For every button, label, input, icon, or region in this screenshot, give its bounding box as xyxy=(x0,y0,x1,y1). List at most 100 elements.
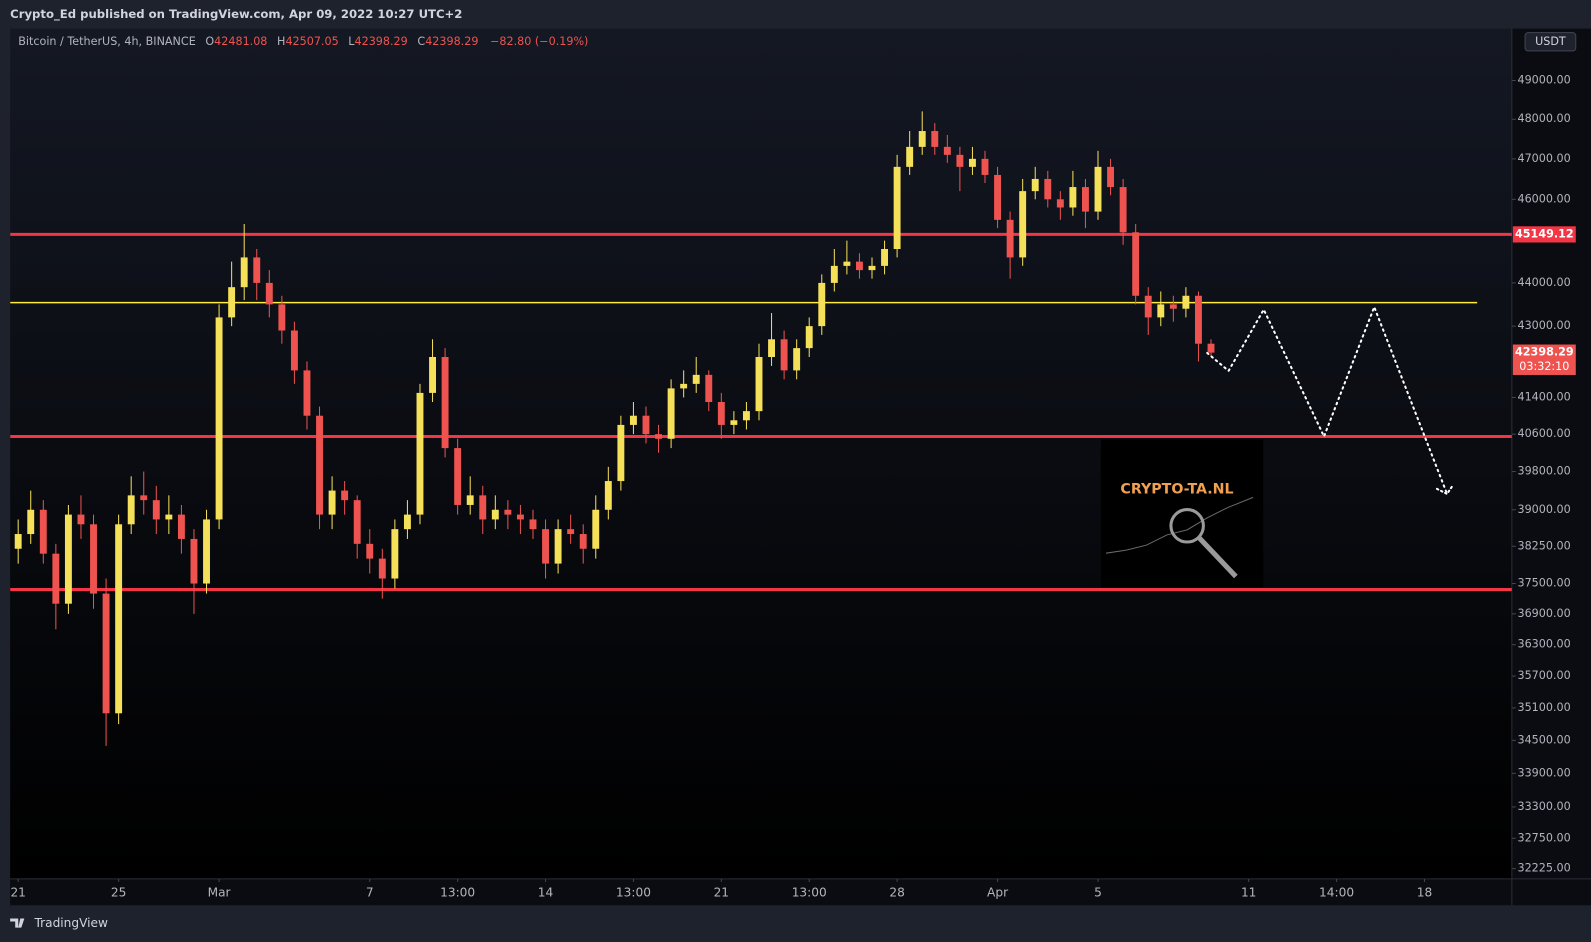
candle-body xyxy=(1019,191,1027,258)
x-tick-label: 14:00 xyxy=(1319,886,1354,900)
candle-body xyxy=(77,514,85,525)
candle-body xyxy=(1006,219,1014,258)
candle-body xyxy=(793,348,801,371)
candle-body xyxy=(1207,343,1215,353)
candle-body xyxy=(881,249,889,266)
candle-body xyxy=(943,146,951,155)
candle-body xyxy=(680,383,688,389)
x-tick-label: 5 xyxy=(1094,886,1102,900)
watermark-box xyxy=(1100,439,1264,589)
candle-body xyxy=(1119,187,1127,233)
candle-body xyxy=(127,495,135,525)
candle-body xyxy=(140,495,148,501)
y-tick-label: 33300.00 xyxy=(1517,800,1570,813)
x-tick-label: 28 xyxy=(889,886,904,900)
y-tick-label: 49000.00 xyxy=(1517,73,1570,86)
candle-body xyxy=(429,357,436,393)
candle-body xyxy=(416,392,424,515)
x-tick-label: 21 xyxy=(714,886,729,900)
y-tick-label: 33900.00 xyxy=(1517,766,1570,779)
candle-body xyxy=(366,543,374,559)
candle-body xyxy=(1182,295,1190,309)
candle-body xyxy=(1195,295,1202,344)
candle-body xyxy=(316,415,323,515)
candle-body xyxy=(1169,304,1177,309)
x-tick-label: Mar xyxy=(208,886,231,900)
candle-body xyxy=(567,529,575,535)
candle-body xyxy=(215,317,223,520)
x-tick-label: 13:00 xyxy=(792,886,827,900)
candle-body xyxy=(742,411,750,421)
y-tick-label: 37500.00 xyxy=(1517,577,1570,590)
candle-body xyxy=(278,304,286,331)
candle-body xyxy=(805,326,813,349)
candle-body xyxy=(90,524,97,594)
candle-body xyxy=(1132,232,1140,296)
candle-body xyxy=(190,538,198,584)
currency[interactable]: USDT xyxy=(1535,35,1566,48)
countdown: 03:32:10 xyxy=(1519,360,1569,373)
candle-body xyxy=(328,490,336,515)
candle-body xyxy=(240,257,248,288)
candle-body xyxy=(1157,304,1165,318)
candle-body xyxy=(705,374,713,402)
candle-body xyxy=(554,529,562,564)
candle-body xyxy=(378,558,386,579)
last-price-box xyxy=(1512,344,1576,375)
change: −82.80 (−0.19%) xyxy=(490,35,588,48)
y-tick-label: 34500.00 xyxy=(1517,733,1570,746)
candle-body xyxy=(64,514,72,604)
candle-body xyxy=(667,388,675,439)
candle-body xyxy=(830,265,838,283)
candle-body xyxy=(918,131,926,147)
y-tick-label: 32750.00 xyxy=(1517,831,1570,844)
x-tick-label: 25 xyxy=(111,886,126,900)
watermark-text: CRYPTO-TA.NL xyxy=(1120,481,1233,497)
candle-body xyxy=(692,374,700,384)
level-price-box xyxy=(1512,226,1576,243)
label: C xyxy=(417,35,425,48)
y-tick-label: 36300.00 xyxy=(1517,638,1570,651)
y-tick-label: 35100.00 xyxy=(1517,701,1570,714)
candle-body xyxy=(491,509,499,520)
y-tick-label: 38250.00 xyxy=(1517,539,1570,552)
y-tick-label: 47000.00 xyxy=(1517,152,1570,165)
value: 42481.08 xyxy=(214,35,267,48)
byline: Crypto_Ed published on TradingView.com, … xyxy=(10,7,462,22)
candle-body xyxy=(1081,187,1089,212)
candle-body xyxy=(818,282,826,327)
candle-body xyxy=(1056,199,1064,208)
price-axis xyxy=(1511,28,1591,879)
last-price-label: 42398.29 xyxy=(1515,346,1574,359)
candle-body xyxy=(542,529,549,564)
candle-body xyxy=(1094,166,1102,212)
candle-body xyxy=(780,339,788,371)
candle-body xyxy=(1069,187,1077,208)
candle-body xyxy=(717,401,725,425)
candle-body xyxy=(165,514,173,520)
candle-body xyxy=(755,357,763,412)
label: L xyxy=(348,35,355,48)
candle-body xyxy=(730,420,738,425)
value: 42398.29 xyxy=(355,35,408,48)
symbol: Bitcoin / TetherUS, 4h, BINANCE xyxy=(18,35,196,48)
candle-body xyxy=(115,524,123,714)
watermark-art xyxy=(1197,536,1238,579)
y-tick-label: 41400.00 xyxy=(1517,390,1570,403)
x-tick-label: 13:00 xyxy=(616,886,651,900)
watermark-art xyxy=(1169,508,1205,544)
candle-body xyxy=(353,500,361,544)
y-tick-label: 40600.00 xyxy=(1517,427,1570,440)
candle-body xyxy=(303,370,311,416)
candle-body xyxy=(843,261,851,266)
x-tick-label: 13:00 xyxy=(440,886,475,900)
y-tick-label: 46000.00 xyxy=(1517,192,1570,205)
candle-body xyxy=(1031,178,1039,192)
candle-body xyxy=(27,509,35,535)
x-tick-label: 21 xyxy=(10,886,25,900)
y-tick-label: 39800.00 xyxy=(1517,465,1570,478)
candle-body xyxy=(655,434,662,439)
currency-button[interactable] xyxy=(1524,32,1577,52)
candle-body xyxy=(228,287,236,318)
